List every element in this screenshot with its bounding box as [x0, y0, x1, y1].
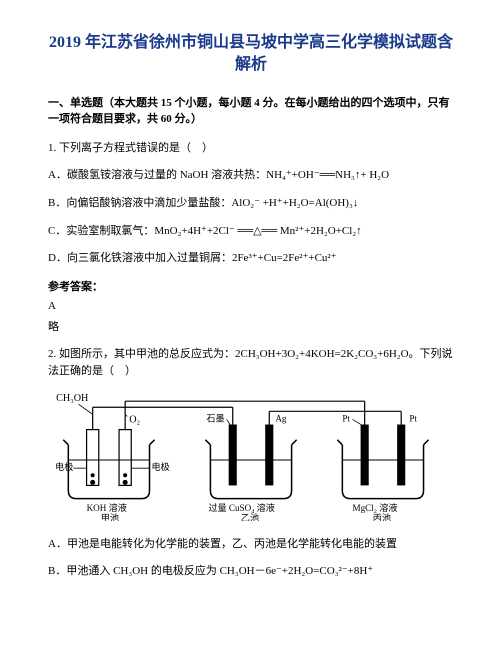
q1-answer-label: 参考答案：: [48, 278, 454, 294]
label-yi: 乙池: [241, 512, 259, 521]
label-electrode-left: 电极: [55, 461, 73, 472]
label-pt1: Pt: [342, 413, 350, 423]
label-cuso4: 过量 CuSO₄ 溶液: [208, 502, 275, 513]
q2-option-a: A．甲池是电能转化为化学能的装置，乙、丙池是化学能转化电能的装置: [48, 536, 454, 554]
q1-option-d: D．向三氯化铁溶液中加入过量铜屑：2Fe³⁺+Cu=2Fe²⁺+Cu²⁺: [48, 250, 454, 268]
label-pt2: Pt: [409, 413, 417, 423]
question-2: 2. 如图所示，其中甲池的总反应式为：2CH₃OH+3O₂+4KOH=2K₂CO…: [48, 346, 454, 381]
label-graphite: 石墨: [206, 413, 224, 423]
label-mgcl2: MgCl₂ 溶液: [352, 502, 397, 513]
q1-option-c: C．实验室制取氯气：MnO₂+4H⁺+2Cl⁻ ══△══ Mn²⁺+2H₂O+…: [48, 223, 454, 241]
page-title: 2019 年江苏省徐州市铜山县马坡中学高三化学模拟试题含解析: [48, 32, 454, 77]
label-electrode-right: 电极: [152, 461, 170, 472]
label-ag: Ag: [275, 413, 287, 423]
label-koh: KOH 溶液: [87, 502, 127, 513]
q1-answer: A: [48, 300, 454, 312]
q1-brief: 略: [48, 318, 454, 334]
q2-option-b: B．甲池通入 CH₃OH 的电极反应为 CH₃OH－6e⁻+2H₂O=CO₃²⁻…: [48, 563, 454, 581]
label-ch3oh: CH₃OH: [56, 393, 89, 404]
q1-option-b: B．向偏铝酸钠溶液中滴加少量盐酸：AlO₂⁻ +H⁺+H₂O=Al(OH)₃↓: [48, 195, 454, 213]
q1-option-a: A．碳酸氢铵溶液与过量的 NaOH 溶液共热：NH₄⁺+OH⁻══NH₃↑+ H…: [48, 167, 454, 185]
label-jia: 甲池: [101, 512, 119, 521]
electrochemistry-diagram: CH₃OH O₂ 电极 电极 KOH 溶液 甲池 石墨 Ag: [48, 389, 454, 526]
label-o2: O₂: [129, 414, 140, 425]
question-1: 1. 下列离子方程式错误的是（ ）: [48, 140, 454, 158]
label-bing: 丙池: [373, 512, 391, 521]
section-header: 一、单选题（本大题共 15 个小题，每小题 4 分。在每小题给出的四个选项中，只…: [48, 95, 454, 128]
